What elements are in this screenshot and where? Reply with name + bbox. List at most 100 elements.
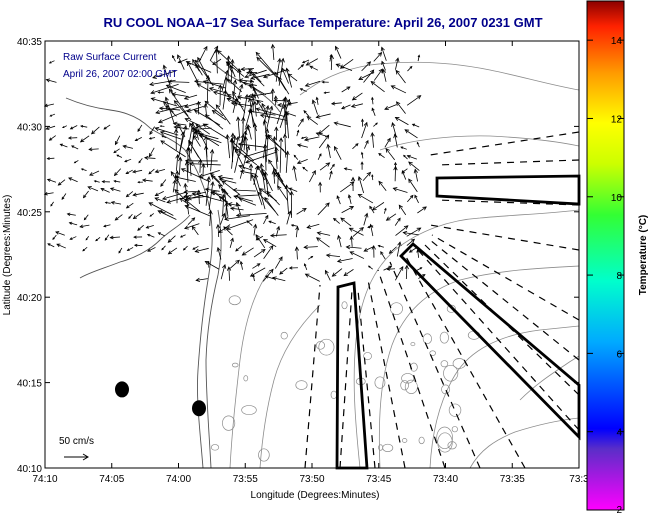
current-arrow [371, 245, 376, 258]
current-arrow [287, 101, 298, 106]
current-arrow [352, 226, 364, 237]
contour-blob [280, 331, 288, 340]
current-arrow [295, 225, 300, 238]
current-arrow [373, 122, 378, 127]
contour-blob [210, 444, 220, 451]
current-arrow [307, 255, 314, 260]
current-arrow [393, 165, 398, 182]
current-arrow [209, 148, 215, 172]
radial-line [304, 284, 321, 469]
current-arrow [172, 121, 187, 126]
current-arrow [62, 125, 67, 129]
current-arrow [161, 245, 166, 251]
current-arrow [248, 97, 254, 128]
current-arrow [229, 206, 244, 211]
current-arrow [229, 259, 240, 269]
current-arrow [173, 100, 192, 121]
contour-line [379, 135, 580, 151]
current-arrow [408, 247, 417, 253]
current-arrow [154, 126, 179, 136]
current-arrow [294, 246, 300, 260]
current-arrow [188, 161, 221, 166]
current-arrow [103, 224, 111, 228]
current-arrow [217, 49, 242, 73]
current-arrow [225, 134, 231, 159]
current-arrow [380, 251, 386, 260]
current-arrow [274, 71, 287, 91]
current-arrow [177, 123, 186, 138]
current-arrow [278, 57, 285, 86]
current-arrow [227, 78, 243, 93]
current-arrow [262, 268, 274, 282]
current-arrow [341, 206, 355, 214]
current-arrow [377, 244, 384, 248]
current-arrow [148, 202, 174, 216]
current-arrow [229, 237, 234, 249]
current-arrow [413, 168, 418, 182]
current-arrow [259, 113, 288, 121]
current-arrow [85, 236, 90, 241]
current-arrow [358, 71, 375, 80]
current-arrow [73, 160, 79, 164]
current-arrow [79, 224, 90, 229]
current-arrow [45, 78, 57, 83]
current-arrow [149, 126, 155, 135]
current-arrow [179, 234, 186, 238]
current-arrow [192, 245, 199, 250]
current-arrow [370, 131, 375, 148]
current-arrow [275, 225, 281, 237]
current-arrow [252, 100, 258, 117]
radial-line [404, 254, 526, 469]
current-arrow [193, 134, 201, 147]
current-arrow [248, 163, 254, 181]
current-arrow [145, 225, 154, 229]
current-arrow [395, 69, 406, 84]
current-arrow [79, 135, 90, 143]
current-arrow [243, 136, 249, 155]
current-arrow [157, 91, 164, 94]
station-markers [114, 381, 206, 417]
current-arrow [69, 125, 78, 130]
contour-blob [443, 364, 459, 382]
colorbar-tick-label: 4 [616, 428, 622, 439]
current-arrow [304, 273, 320, 282]
current-arrow [248, 84, 267, 96]
current-arrow [118, 247, 123, 254]
current-arrow [160, 140, 186, 158]
current-arrow [183, 94, 198, 100]
current-arrow [52, 234, 57, 240]
current-arrow [249, 71, 265, 87]
current-arrow [384, 104, 397, 111]
current-arrow [194, 247, 209, 253]
x-tick-label: 73:50 [299, 474, 324, 485]
current-arrow [285, 67, 293, 88]
y-tick-label: 40:30 [17, 122, 42, 133]
current-arrow [406, 227, 422, 237]
colorbar-tick-label: 14 [611, 36, 623, 47]
current-arrow [159, 131, 182, 140]
current-arrow [329, 54, 334, 70]
current-arrow [152, 70, 176, 79]
current-arrow [350, 176, 356, 192]
current-arrow [233, 194, 254, 202]
current-arrow [289, 190, 294, 218]
current-arrow [340, 217, 352, 227]
current-arrow [390, 85, 407, 94]
current-arrow [404, 264, 409, 280]
current-arrow [283, 96, 288, 125]
current-arrow [236, 95, 264, 102]
current-arrow [357, 175, 365, 194]
radial-line [417, 249, 580, 431]
current-arrow [242, 81, 257, 86]
current-arrow [137, 181, 143, 184]
current-arrow [208, 209, 213, 226]
current-arrow [385, 147, 396, 161]
colorbar-ticks: 2 4 6 8 10 12 14 [587, 36, 624, 515]
current-arrow [395, 225, 409, 236]
current-arrow [124, 158, 132, 163]
x-tick-label: 73:55 [233, 474, 258, 485]
current-arrow [305, 58, 318, 66]
current-arrow [257, 191, 276, 212]
current-arrow [293, 154, 299, 160]
